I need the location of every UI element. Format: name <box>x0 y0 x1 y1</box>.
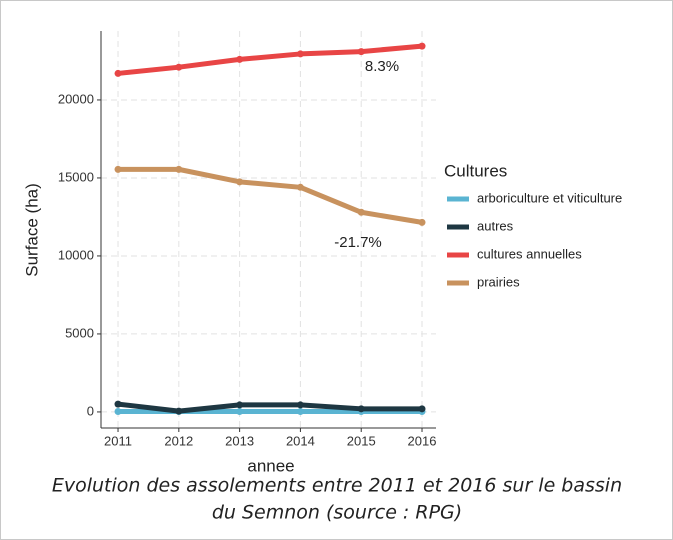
data-point <box>114 407 122 415</box>
caption: du Semnon (source : RPG) <box>212 502 462 524</box>
data-point <box>114 165 122 173</box>
data-point <box>296 401 304 409</box>
legend-label: arboriculture et viticulture <box>477 190 622 205</box>
data-point <box>175 407 183 415</box>
y-tick-label: 0 <box>87 403 94 418</box>
data-point <box>296 183 304 191</box>
x-tick-label: 2013 <box>225 433 254 448</box>
series-line <box>117 401 423 414</box>
data-point <box>236 178 244 186</box>
data-point <box>418 405 426 413</box>
annotation: 8.3% <box>365 58 399 75</box>
y-tick-label: 20000 <box>58 91 94 106</box>
data-point <box>357 48 365 56</box>
y-tick-label: 15000 <box>58 169 94 184</box>
x-tick-label: 2011 <box>104 433 132 448</box>
legend-label: autres <box>477 218 514 233</box>
data-point <box>296 407 304 415</box>
annotation: -21.7% <box>334 234 382 251</box>
series-line <box>117 43 423 76</box>
y-axis-label: Surface (ha) <box>22 183 41 277</box>
data-point <box>175 63 183 71</box>
data-point <box>175 165 183 173</box>
data-point <box>114 400 122 408</box>
x-tick-label: 2015 <box>347 433 376 448</box>
legend-label: cultures annuelles <box>477 246 582 261</box>
x-tick-label: 2016 <box>408 433 437 448</box>
legend-title: Cultures <box>444 161 507 180</box>
data-point <box>357 405 365 413</box>
data-point <box>114 69 122 77</box>
data-point <box>236 407 244 415</box>
data-point <box>418 42 426 50</box>
x-tick-label: 2014 <box>286 433 315 448</box>
y-tick-label: 5000 <box>65 325 94 340</box>
data-point <box>418 218 426 226</box>
legend-label: prairies <box>477 274 520 289</box>
y-tick-label: 10000 <box>58 247 94 262</box>
data-point <box>236 401 244 409</box>
data-point <box>357 208 365 216</box>
x-axis-label: annee <box>247 456 294 475</box>
data-point <box>296 50 304 58</box>
series-line <box>118 166 423 225</box>
x-tick-label: 2012 <box>164 433 193 448</box>
caption: Evolution des assolements entre 2011 et … <box>52 475 622 497</box>
data-point <box>236 55 244 63</box>
